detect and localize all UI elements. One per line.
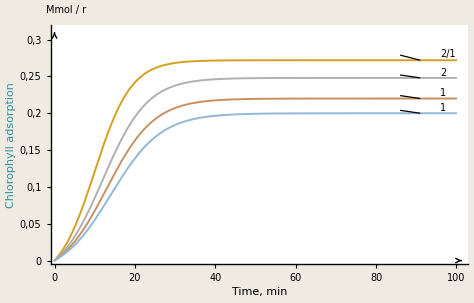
X-axis label: Time, min: Time, min bbox=[232, 288, 287, 298]
Text: 1: 1 bbox=[440, 103, 447, 113]
Text: Mmol / r: Mmol / r bbox=[46, 5, 86, 15]
Text: 1: 1 bbox=[440, 88, 447, 98]
Y-axis label: Chlorophyll adsorption: Chlorophyll adsorption bbox=[6, 82, 16, 208]
Text: 2: 2 bbox=[440, 68, 447, 78]
Text: 2/1: 2/1 bbox=[440, 48, 456, 58]
